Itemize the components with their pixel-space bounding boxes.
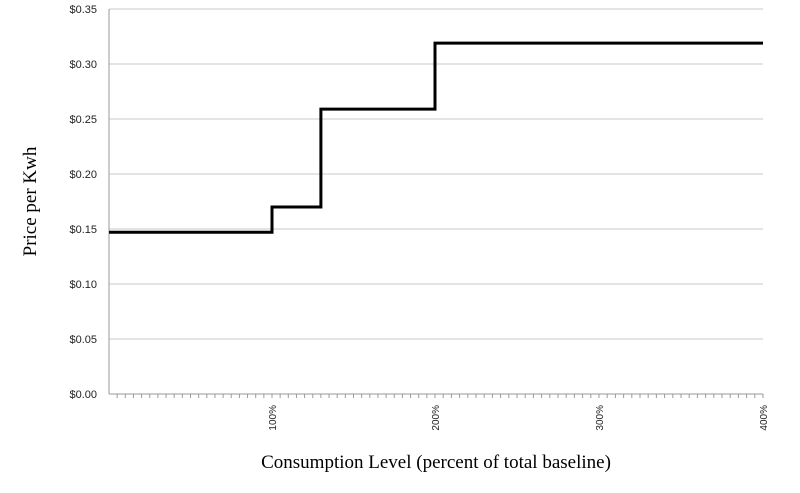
x-axis-ticks: 100% 200% 300% 400% — [268, 405, 770, 431]
y-axis-ticks: $0.00 $0.05 $0.10 $0.15 $0.20 $0.25 $0.30 $0.35 — [69, 4, 97, 401]
y-tick-label: $0.20 — [69, 169, 97, 181]
y-tick-label: $0.00 — [69, 389, 97, 401]
x-tick-label: 300% — [595, 405, 606, 431]
series-group — [109, 41, 763, 234]
series-line — [109, 41, 763, 234]
x-tick-label: 200% — [431, 405, 442, 431]
x-tick-label: 400% — [759, 405, 770, 431]
y-tick-label: $0.15 — [69, 224, 97, 236]
axes — [108, 9, 764, 398]
x-tick-label: 100% — [268, 405, 279, 431]
x-axis-title: Consumption Level (percent of total base… — [261, 452, 611, 473]
y-tick-label: $0.25 — [69, 114, 97, 126]
y-tick-label: $0.30 — [69, 59, 97, 71]
y-tick-label: $0.35 — [69, 4, 97, 16]
y-axis-title: Price per Kwh — [20, 146, 41, 256]
y-tick-label: $0.05 — [69, 334, 97, 346]
y-tick-label: $0.10 — [69, 279, 97, 291]
